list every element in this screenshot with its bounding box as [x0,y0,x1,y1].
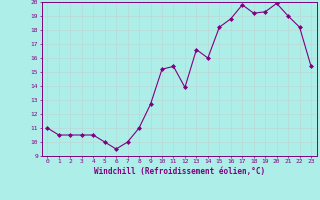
X-axis label: Windchill (Refroidissement éolien,°C): Windchill (Refroidissement éolien,°C) [94,167,265,176]
